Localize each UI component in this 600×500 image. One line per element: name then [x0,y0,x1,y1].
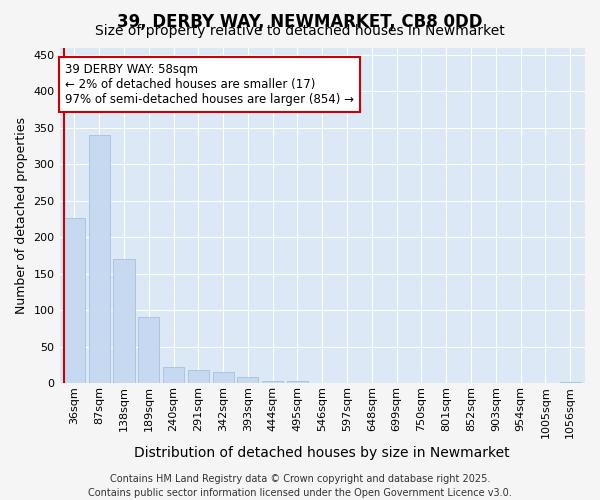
Bar [163,367,184,383]
Y-axis label: Number of detached properties: Number of detached properties [15,117,28,314]
Bar [138,318,160,383]
Bar [262,381,283,383]
Bar [64,218,85,383]
Bar [89,135,110,383]
Bar [113,259,134,383]
Text: Size of property relative to detached houses in Newmarket: Size of property relative to detached ho… [95,24,505,38]
Bar [287,381,308,383]
Bar [238,378,259,383]
Text: Contains HM Land Registry data © Crown copyright and database right 2025.
Contai: Contains HM Land Registry data © Crown c… [88,474,512,498]
Bar [188,370,209,383]
Text: 39, DERBY WAY, NEWMARKET, CB8 0DD: 39, DERBY WAY, NEWMARKET, CB8 0DD [117,12,483,30]
Bar [212,372,233,383]
Bar [560,382,581,383]
X-axis label: Distribution of detached houses by size in Newmarket: Distribution of detached houses by size … [134,446,510,460]
Text: 39 DERBY WAY: 58sqm
← 2% of detached houses are smaller (17)
97% of semi-detache: 39 DERBY WAY: 58sqm ← 2% of detached hou… [65,62,354,106]
